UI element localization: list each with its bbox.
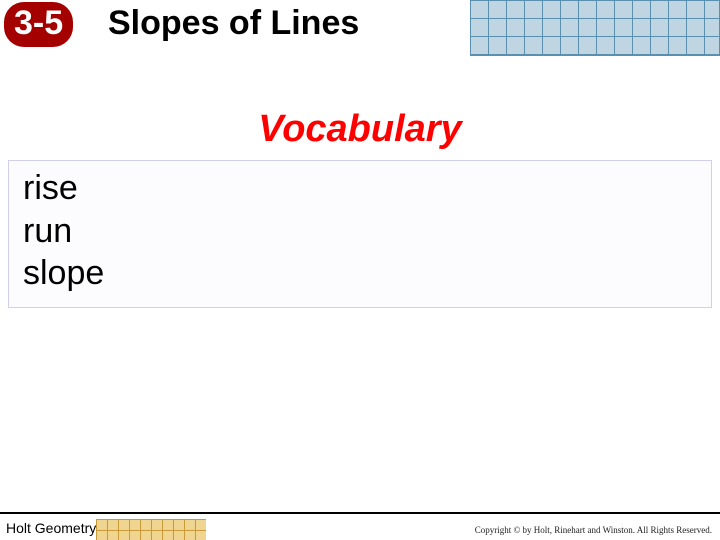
vocabulary-box: rise run slope: [8, 160, 712, 308]
footer-book-title: Holt Geometry: [6, 520, 96, 536]
slide-title: Slopes of Lines: [108, 4, 359, 43]
vocab-term: rise: [23, 167, 697, 210]
vocab-term: run: [23, 210, 697, 253]
slide-header: 3-5 Slopes of Lines: [0, 0, 720, 56]
slide-footer: Holt Geometry Copyright © by Holt, Rineh…: [0, 512, 720, 540]
vocab-term: slope: [23, 252, 697, 295]
vocabulary-list: rise run slope: [23, 167, 697, 295]
footer-divider: [0, 512, 720, 514]
copyright-text: Copyright © by Holt, Rinehart and Winsto…: [475, 525, 712, 535]
vocabulary-heading: Vocabulary: [0, 108, 720, 151]
header-grid-decor: [470, 0, 720, 56]
footer-grid-decor: [96, 519, 206, 540]
lesson-number-badge: 3-5: [4, 2, 73, 47]
